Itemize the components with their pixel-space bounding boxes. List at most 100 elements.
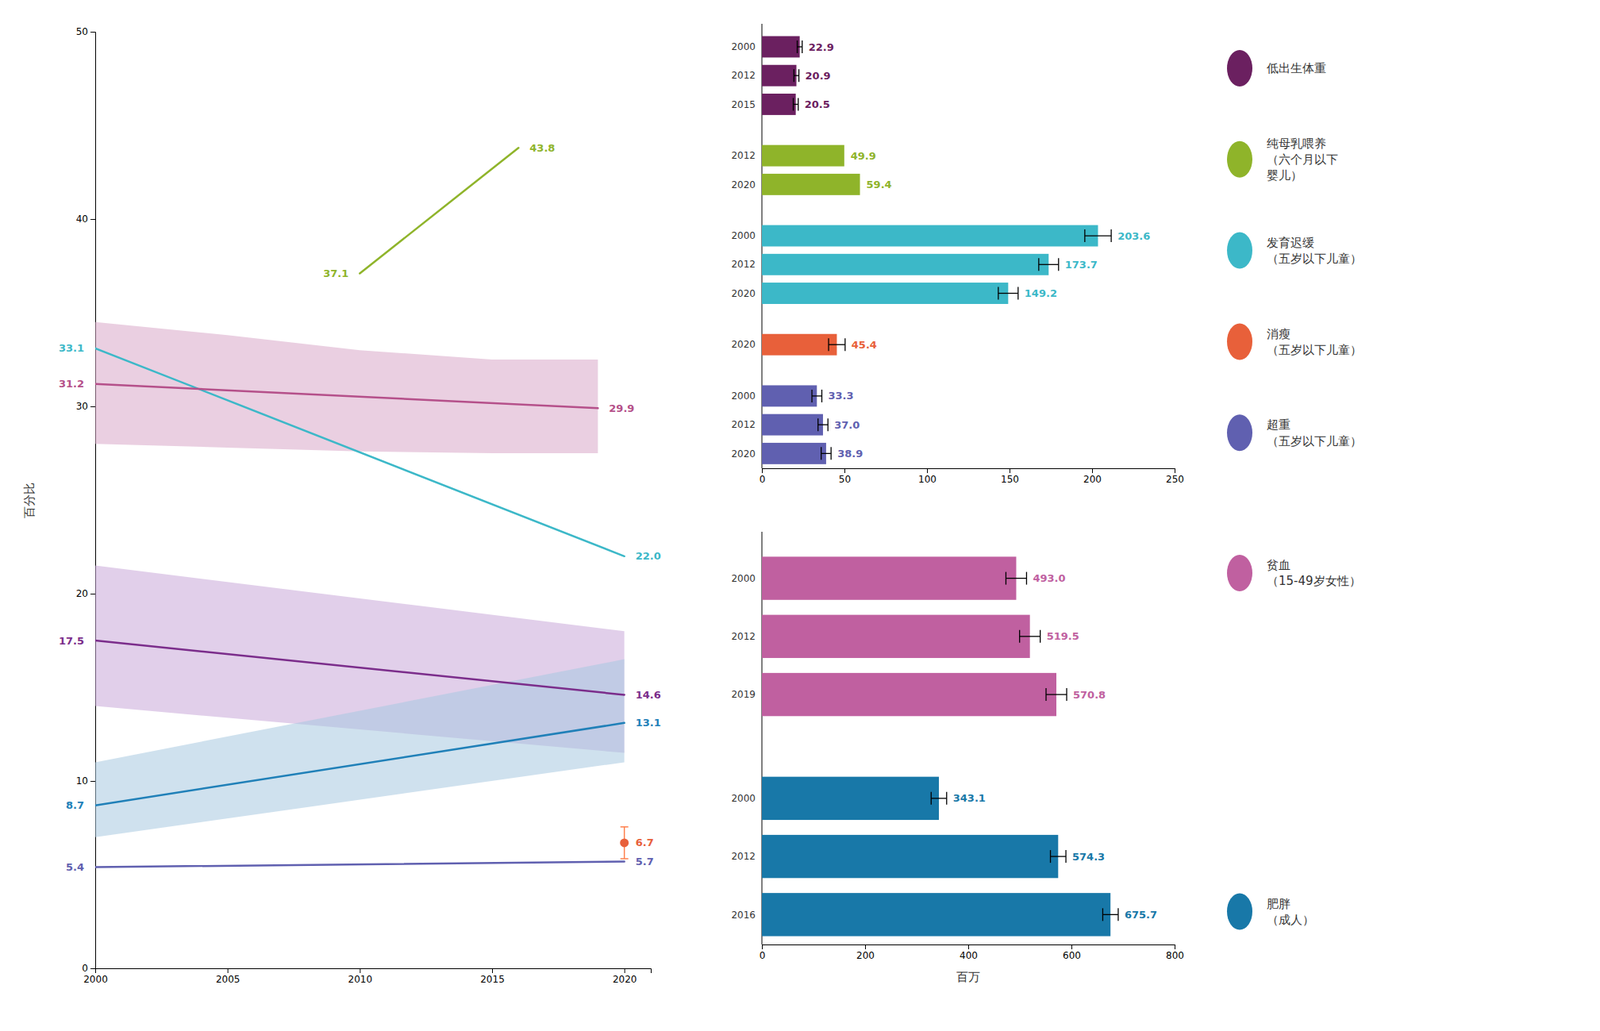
axis-line bbox=[90, 32, 97, 970]
legend-swatch bbox=[1226, 414, 1253, 451]
bar bbox=[761, 615, 1031, 658]
error-bar bbox=[1038, 257, 1059, 271]
bar bbox=[761, 442, 827, 465]
data-label: 343.1 bbox=[953, 792, 986, 804]
category-label: 2012 bbox=[730, 850, 756, 862]
error-bar-cap bbox=[827, 418, 829, 431]
tick: 30 bbox=[76, 400, 96, 412]
error-bar-cap bbox=[792, 97, 794, 111]
error-bar-line bbox=[1046, 693, 1067, 695]
bar bbox=[761, 334, 837, 356]
data-label: 203.6 bbox=[1117, 230, 1150, 243]
data-label: 37.0 bbox=[834, 419, 860, 431]
legend-swatch bbox=[1226, 141, 1253, 178]
error-bar-cap bbox=[620, 857, 629, 860]
category-label: 2012 bbox=[730, 630, 756, 643]
tick: 2005 bbox=[215, 968, 241, 985]
category-label: 2020 bbox=[730, 179, 756, 191]
tick-mark bbox=[624, 968, 626, 974]
error-bar bbox=[998, 287, 1019, 300]
error-bar-line bbox=[1084, 234, 1112, 236]
tick: 2015 bbox=[480, 968, 505, 985]
data-label: 43.8 bbox=[529, 142, 555, 154]
data-label: 22.9 bbox=[808, 41, 835, 54]
line bbox=[95, 861, 625, 867]
axis-line bbox=[762, 945, 1176, 950]
data-label: 29.9 bbox=[608, 402, 635, 415]
legend-label: 超重（五岁以下儿童） bbox=[1266, 417, 1362, 448]
category-label: 2012 bbox=[730, 419, 756, 431]
tick-mark bbox=[1174, 944, 1176, 950]
legend-label: 发育迟缓（五岁以下儿童） bbox=[1266, 235, 1362, 266]
legend-label: 消瘦（五岁以下儿童） bbox=[1266, 326, 1362, 358]
data-label: 493.0 bbox=[1032, 572, 1066, 585]
tick-label: 40 bbox=[76, 213, 89, 225]
legend-item: 纯母乳喂养（六个月以下婴儿） bbox=[1226, 136, 1339, 184]
data-label: 33.3 bbox=[828, 389, 854, 402]
tick-label: 150 bbox=[1000, 473, 1020, 485]
error-bar-cap bbox=[1019, 630, 1020, 643]
error-bar bbox=[1084, 229, 1112, 243]
error-bar bbox=[797, 40, 803, 54]
error-bar-cap bbox=[793, 69, 795, 82]
tick-mark bbox=[1174, 468, 1176, 474]
chart-canvas: 2000200520102015202001020304050百分比33.122… bbox=[0, 0, 1600, 1031]
error-bar-line bbox=[930, 797, 947, 799]
error-bar-line bbox=[821, 453, 831, 454]
error-bar-cap bbox=[1110, 229, 1112, 243]
line bbox=[95, 723, 625, 806]
error-bar-cap bbox=[1039, 630, 1041, 643]
error-bar bbox=[821, 446, 831, 460]
legend-swatch bbox=[1226, 554, 1253, 592]
data-label: 5.7 bbox=[635, 855, 654, 868]
tick: 2010 bbox=[348, 968, 374, 985]
data-label: 675.7 bbox=[1124, 908, 1158, 921]
data-label: 38.9 bbox=[837, 447, 863, 460]
data-label: 570.8 bbox=[1073, 688, 1106, 701]
error-bar-cap bbox=[1065, 688, 1067, 701]
tick-label: 30 bbox=[76, 400, 89, 412]
error-bar-cap bbox=[798, 69, 800, 82]
tick-mark bbox=[1071, 944, 1073, 950]
error-bar-cap bbox=[844, 338, 846, 351]
tick-label: 800 bbox=[1165, 950, 1185, 962]
confidence-band bbox=[95, 322, 598, 454]
error-bar-line bbox=[797, 46, 803, 47]
error-bar-line bbox=[1102, 914, 1119, 916]
tick-mark bbox=[1009, 468, 1011, 474]
category-label: 2000 bbox=[730, 792, 756, 804]
data-labels: 33.122.031.229.937.143.817.514.68.713.15… bbox=[58, 142, 662, 874]
axis: 050100150200250 bbox=[759, 468, 1185, 485]
tick: 250 bbox=[1165, 468, 1185, 485]
error-bar-cap bbox=[817, 418, 819, 431]
error-bar-cap bbox=[1065, 850, 1066, 863]
legend-swatch bbox=[1226, 50, 1253, 87]
tick-label: 2015 bbox=[480, 973, 505, 985]
data-label: 59.4 bbox=[866, 178, 893, 191]
error-bar bbox=[1019, 630, 1041, 643]
legend-item: 消瘦（五岁以下儿童） bbox=[1226, 323, 1362, 360]
axis: 0200400600800 bbox=[759, 944, 1185, 962]
data-label: 574.3 bbox=[1072, 850, 1105, 863]
bar bbox=[761, 776, 939, 820]
bar bbox=[761, 673, 1057, 716]
error-bar-cap bbox=[1017, 287, 1019, 300]
tick-label: 2000 bbox=[83, 973, 108, 985]
tick-mark bbox=[865, 944, 866, 950]
error-bar bbox=[1005, 572, 1027, 585]
error-bar-cap bbox=[1050, 850, 1051, 863]
axis: 20002005201020152020 bbox=[83, 968, 651, 985]
legend-label: 贫血（15-49岁女性） bbox=[1266, 557, 1362, 589]
error-bar-cap bbox=[796, 40, 798, 54]
tick-mark bbox=[90, 31, 96, 33]
category-label: 2012 bbox=[730, 150, 756, 162]
line bbox=[359, 147, 519, 274]
error-bar-cap bbox=[1045, 688, 1047, 701]
error-bar-line bbox=[828, 344, 846, 346]
category-label: 2020 bbox=[730, 338, 756, 350]
tick-mark bbox=[1092, 468, 1093, 474]
bar bbox=[761, 145, 845, 167]
tick: 40 bbox=[76, 213, 96, 225]
tick: 400 bbox=[959, 944, 978, 962]
tick-mark bbox=[90, 968, 96, 970]
